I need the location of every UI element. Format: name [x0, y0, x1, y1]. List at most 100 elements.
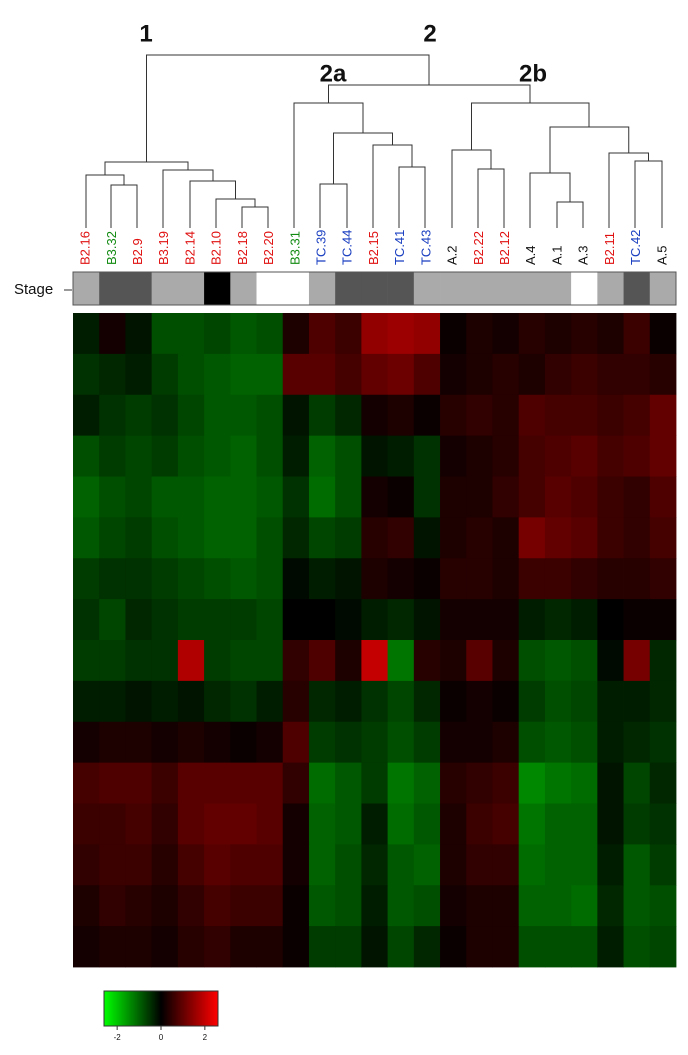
sample-label: B2.12: [497, 231, 512, 265]
stage-cell: [151, 272, 179, 305]
heat-cell: [518, 517, 546, 559]
stage-cell: [125, 272, 152, 305]
heat-cell: [151, 476, 179, 518]
heat-cell: [413, 435, 441, 477]
heat-cell: [335, 353, 362, 396]
heat-cell: [597, 721, 624, 764]
heat-cell: [649, 517, 677, 559]
heat-cell: [597, 435, 624, 477]
color-key: [103, 990, 219, 1027]
heat-cell: [308, 803, 336, 845]
heat-cell: [597, 680, 624, 723]
heat-cell: [413, 721, 441, 764]
heat-cell: [361, 517, 389, 559]
sample-label: B2.22: [471, 231, 486, 265]
heat-cell: [335, 885, 362, 927]
sample-label: B2.16: [78, 231, 93, 265]
heat-cell: [492, 517, 520, 559]
heat-cell: [99, 762, 126, 804]
heat-cell: [649, 558, 677, 600]
heat-cell: [73, 353, 100, 396]
heat-cell: [335, 558, 362, 600]
heat-cell: [387, 640, 415, 682]
heat-cell: [204, 517, 231, 559]
heat-cell: [256, 926, 284, 968]
heat-cell: [387, 721, 415, 764]
heat-cell: [204, 640, 231, 682]
heat-cell: [623, 803, 651, 845]
stage-cell: [492, 272, 519, 305]
heat-cell: [151, 721, 179, 764]
heat-cell: [335, 762, 362, 804]
heat-cell: [230, 885, 257, 927]
heat-cell: [413, 640, 441, 682]
heat-cell: [597, 476, 624, 518]
heat-cell: [151, 680, 179, 723]
heat-cell: [623, 885, 651, 927]
heat-cell: [623, 313, 651, 355]
heat-cell: [649, 680, 677, 723]
heat-cell: [361, 394, 389, 437]
heat-cell: [649, 762, 677, 804]
heat-cell: [597, 640, 624, 682]
heat-cell: [125, 721, 153, 764]
heat-cell: [361, 435, 389, 477]
heat-cell: [466, 394, 493, 437]
heat-cell: [308, 435, 336, 477]
heat-cell: [335, 721, 362, 764]
heat-cell: [440, 435, 467, 477]
heat-cell: [597, 353, 624, 396]
heat-cell: [466, 435, 493, 477]
heat-cell: [492, 885, 520, 927]
heat-cell: [387, 680, 415, 723]
heat-cell: [492, 394, 520, 437]
heat-cell: [99, 680, 126, 723]
heat-cell: [282, 517, 310, 559]
heat-cell: [204, 599, 231, 641]
heat-cell: [649, 803, 677, 845]
heat-cell: [256, 844, 284, 886]
heat-cell: [466, 721, 493, 764]
heat-cell: [177, 762, 205, 804]
heat-cell: [466, 476, 493, 518]
heat-cell: [99, 640, 126, 682]
heat-cell: [649, 353, 677, 396]
stage-cell: [597, 272, 624, 305]
heat-cell: [492, 599, 520, 641]
heat-cell: [466, 926, 493, 968]
heat-cell: [544, 762, 572, 804]
heat-cell: [99, 803, 126, 845]
heat-cell: [230, 435, 257, 477]
heat-cell: [282, 640, 310, 682]
heat-cell: [256, 435, 284, 477]
heat-cell: [518, 599, 546, 641]
heat-cell: [623, 926, 651, 968]
heat-cell: [492, 353, 520, 396]
heat-cell: [649, 926, 677, 968]
sample-label: B3.32: [104, 231, 119, 265]
heat-cell: [125, 926, 153, 968]
stage-cell: [466, 272, 493, 305]
heat-cell: [387, 762, 415, 804]
heat-cell: [361, 313, 389, 355]
heat-cell: [518, 394, 546, 437]
heat-cell: [518, 926, 546, 968]
heat-cell: [518, 762, 546, 804]
stage-cell: [440, 272, 467, 305]
sample-label: B2.14: [182, 231, 197, 265]
heat-cell: [125, 680, 153, 723]
heat-cell: [518, 313, 546, 355]
heat-cell: [177, 435, 205, 477]
heat-cell: [466, 640, 493, 682]
heat-cell: [73, 394, 100, 437]
heat-cell: [73, 721, 100, 764]
stage-cell: [361, 272, 388, 305]
heat-cell: [151, 558, 179, 600]
heat-cell: [99, 844, 126, 886]
heat-cell: [544, 721, 572, 764]
heat-cell: [99, 517, 126, 559]
heat-cell: [177, 680, 205, 723]
heat-cell: [597, 394, 624, 437]
heat-cell: [204, 762, 231, 804]
heat-cell: [125, 885, 153, 927]
